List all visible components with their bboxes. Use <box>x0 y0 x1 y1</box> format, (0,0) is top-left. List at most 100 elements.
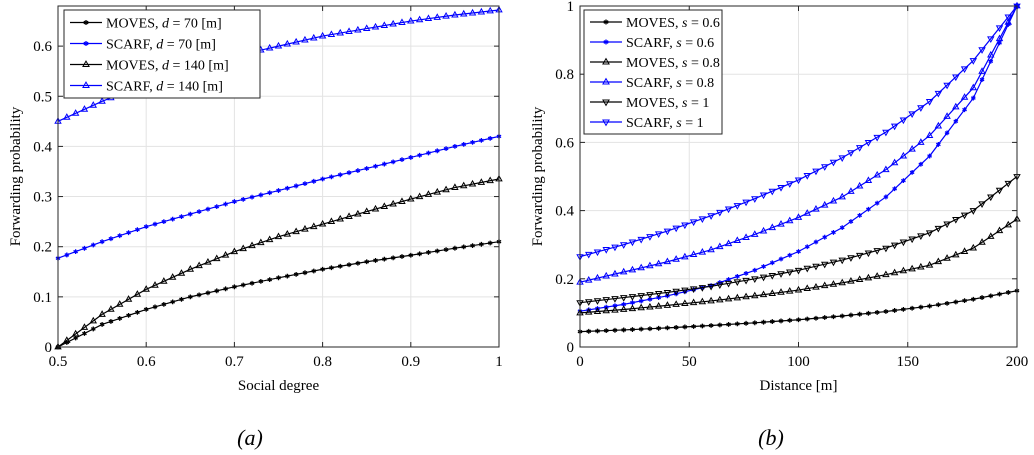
legend-label: SCARF, s = 0.6 <box>626 36 714 51</box>
data-point <box>883 309 889 314</box>
data-point <box>593 273 602 281</box>
x-tick-label: 0.9 <box>401 354 420 370</box>
data-point <box>829 159 838 167</box>
y-tick-label: 0.2 <box>33 240 52 256</box>
data-point <box>838 257 846 265</box>
data-point <box>390 159 396 165</box>
data-point <box>381 161 387 167</box>
data-point <box>89 316 98 324</box>
data-point <box>381 256 387 262</box>
chart-panel-a: 0.5 0.6 0.7 0.8 0.9 1 0 0.1 0.2 0.3 0.4 0.5 0.6 Socia… <box>8 5 503 394</box>
data-point <box>699 323 705 329</box>
data-point <box>126 313 131 318</box>
data-point <box>864 176 873 184</box>
legend-label: SCARF, d = 70 [m] <box>106 38 216 53</box>
series-line <box>579 5 1018 283</box>
data-point <box>664 325 670 331</box>
data-point <box>318 219 327 227</box>
data-point <box>786 286 794 294</box>
data-point <box>477 7 486 15</box>
data-point <box>900 306 906 312</box>
chart-panel-b: 0 50 100 150 200 0 0.2 0.4 0.6 0.8 1 Distance [m] Fo… <box>530 0 1028 394</box>
data-point <box>952 217 960 224</box>
data-point <box>373 258 378 263</box>
data-point <box>820 164 829 171</box>
data-point <box>593 307 602 314</box>
data-point <box>276 188 281 193</box>
data-point <box>857 311 863 317</box>
data-point <box>459 181 468 189</box>
data-point <box>751 276 759 284</box>
data-point <box>214 204 220 209</box>
legend-marker <box>602 99 610 107</box>
data-point <box>663 301 672 308</box>
data-point <box>424 190 433 197</box>
data-point <box>646 261 654 269</box>
data-point <box>327 217 336 225</box>
data-point <box>468 179 477 187</box>
data-point <box>995 25 1004 33</box>
data-point <box>987 194 995 202</box>
data-point <box>925 99 934 106</box>
data-point <box>707 245 715 253</box>
data-point <box>117 233 123 239</box>
data-point <box>451 183 459 190</box>
data-point <box>345 27 353 34</box>
data-point <box>399 157 405 163</box>
data-point <box>134 227 140 233</box>
data-point <box>134 309 140 315</box>
data-point <box>873 134 881 142</box>
legend-box <box>583 9 723 135</box>
data-point <box>682 324 688 330</box>
y-tick-label: 1 <box>567 0 575 15</box>
data-point <box>962 298 967 304</box>
data-point <box>663 228 672 236</box>
data-point <box>1004 14 1012 22</box>
data-point <box>890 123 899 131</box>
data-point <box>161 301 167 307</box>
series-scarf-5 <box>576 3 1021 261</box>
legend-entry: SCARF, d = 140 [m] <box>70 80 223 95</box>
data-point <box>672 288 680 296</box>
data-point <box>82 245 87 251</box>
data-point <box>64 252 70 258</box>
data-point <box>820 281 829 289</box>
data-point <box>459 9 468 17</box>
data-point <box>619 242 628 249</box>
data-point <box>231 284 237 290</box>
legend-label: MOVES, s = 0.6 <box>626 16 720 31</box>
data-point <box>354 25 362 33</box>
data-point <box>433 13 441 20</box>
data-point <box>987 50 995 58</box>
data-point <box>646 234 654 241</box>
data-point <box>707 213 715 220</box>
data-point <box>794 267 803 275</box>
data-point <box>925 230 934 237</box>
data-point <box>978 238 986 245</box>
legend-label: SCARF, s = 1 <box>626 116 704 131</box>
legend-entry: SCARF, d = 70 [m] <box>70 38 216 53</box>
data-point <box>320 266 326 272</box>
data-point <box>847 255 855 262</box>
legend-marker <box>602 77 610 85</box>
data-point <box>716 295 724 303</box>
data-point <box>116 300 124 307</box>
series-moves-0 <box>577 288 1020 335</box>
data-point <box>663 290 672 297</box>
data-point <box>672 255 680 262</box>
legend-entry: SCARF, s = 0.8 <box>590 76 714 91</box>
data-point <box>995 187 1004 195</box>
data-point <box>759 192 768 200</box>
data-point <box>320 176 326 182</box>
data-point <box>934 257 943 265</box>
data-point <box>478 241 484 247</box>
data-point <box>1004 220 1012 228</box>
data-point <box>917 138 925 145</box>
data-point <box>882 165 890 173</box>
data-point <box>426 150 431 156</box>
data-point <box>820 200 829 208</box>
data-point <box>979 77 985 83</box>
data-point <box>890 242 899 250</box>
data-point <box>143 224 149 230</box>
